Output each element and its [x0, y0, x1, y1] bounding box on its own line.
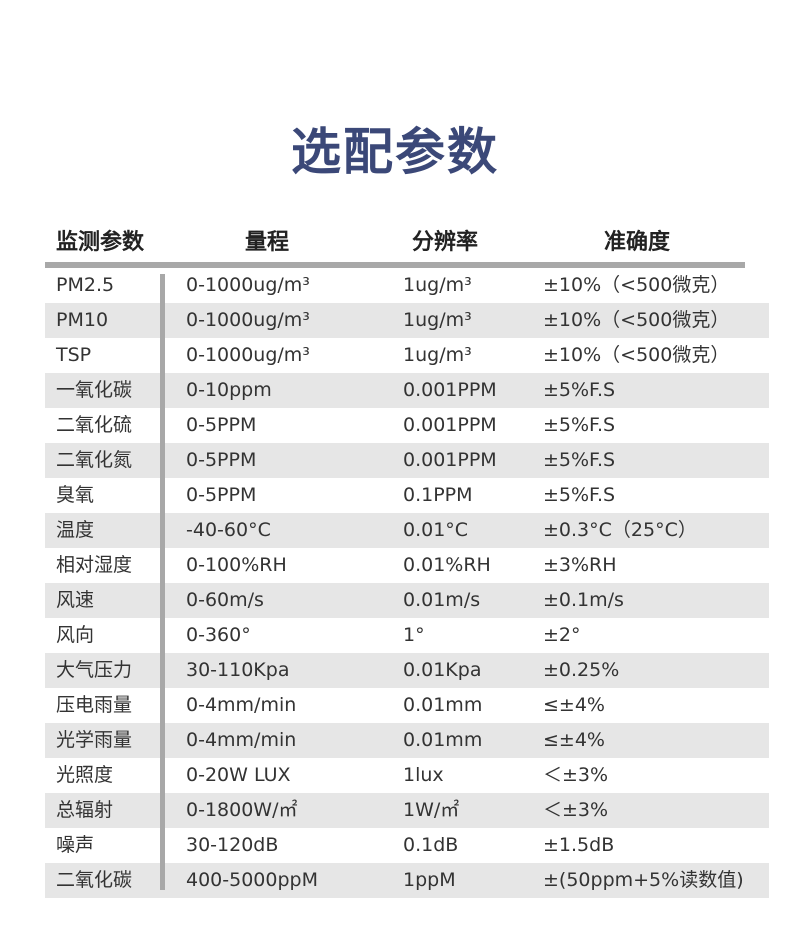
cell-parameter: TSP [56, 344, 92, 366]
cell-accuracy: ＜±3% [543, 799, 609, 821]
page-title: 选配参数 [291, 123, 499, 181]
table-row: TSP 0-1000ug/m³ 1ug/m³ ±10%（<500微克） [45, 338, 769, 373]
cell-range: 0-1000ug/m³ [186, 309, 310, 331]
table-row: 风向 0-360° 1° ±2° [45, 618, 769, 653]
cell-accuracy: ±10%（<500微克） [543, 309, 730, 331]
cell-range: 0-60m/s [186, 589, 264, 611]
cell-resolution: 1° [403, 624, 425, 646]
table-row: 二氧化碳 400-5000ppM 1ppM ±(50ppm+5%读数值) [45, 863, 769, 898]
cell-range: 0-360° [186, 624, 251, 646]
header-range: 量程 [245, 230, 290, 255]
cell-resolution: 0.01mm [403, 729, 483, 751]
table-row: 一氧化碳 0-10ppm 0.001PPM ±5%F.S [45, 373, 769, 408]
cell-resolution: 0.01Kpa [403, 659, 482, 681]
cell-range: 30-120dB [186, 834, 279, 856]
cell-resolution: 1ug/m³ [403, 274, 472, 296]
cell-accuracy: ±10%（<500微克） [543, 274, 730, 296]
cell-resolution: 0.001PPM [403, 449, 497, 471]
table-row: 总辐射 0-1800W/㎡ 1W/㎡ ＜±3% [45, 793, 769, 828]
cell-accuracy: ±1.5dB [543, 834, 615, 856]
cell-range: 0-5PPM [186, 414, 257, 436]
cell-resolution: 1ppM [403, 869, 456, 891]
header-resolution: 分辨率 [412, 230, 479, 255]
table-row: 压电雨量 0-4mm/min 0.01mm ≤±4% [45, 688, 769, 723]
cell-range: 0-1800W/㎡ [186, 799, 298, 821]
cell-resolution: 1W/㎡ [403, 799, 460, 821]
cell-range: 0-5PPM [186, 484, 257, 506]
cell-parameter: 光照度 [56, 764, 114, 786]
cell-accuracy: ±5%F.S [543, 449, 616, 471]
cell-resolution: 0.01m/s [403, 589, 481, 611]
cell-parameter: 大气压力 [56, 659, 133, 681]
cell-accuracy: ±0.3°C（25°C） [543, 519, 697, 541]
cell-range: 0-4mm/min [186, 729, 297, 751]
cell-accuracy: ＜±3% [543, 764, 609, 786]
header-divider [45, 262, 745, 268]
cell-accuracy: ±5%F.S [543, 414, 616, 436]
cell-range: 0-100%RH [186, 554, 287, 576]
cell-parameter: PM2.5 [56, 274, 115, 296]
cell-range: 0-1000ug/m³ [186, 274, 310, 296]
cell-parameter: 光学雨量 [56, 729, 133, 751]
cell-parameter: 风速 [56, 589, 95, 611]
cell-range: -40-60°C [186, 519, 271, 541]
cell-range: 400-5000ppM [186, 869, 318, 891]
cell-accuracy: ±5%F.S [543, 379, 616, 401]
cell-parameter: 二氧化硫 [56, 414, 133, 436]
table-row: 大气压力 30-110Kpa 0.01Kpa ±0.25% [45, 653, 769, 688]
cell-accuracy: ≤±4% [543, 729, 605, 751]
cell-resolution: 0.01mm [403, 694, 483, 716]
cell-range: 0-1000ug/m³ [186, 344, 310, 366]
cell-parameter: 噪声 [56, 834, 95, 856]
cell-accuracy: ±10%（<500微克） [543, 344, 730, 366]
cell-range: 0-10ppm [186, 379, 272, 401]
table-row: PM2.5 0-1000ug/m³ 1ug/m³ ±10%（<500微克） [45, 268, 769, 303]
cell-accuracy: ±3%RH [543, 554, 617, 576]
cell-range: 30-110Kpa [186, 659, 290, 681]
cell-parameter: 臭氧 [56, 484, 95, 506]
spec-table: PM2.5 0-1000ug/m³ 1ug/m³ ±10%（<500微克） PM10 0-… [45, 268, 769, 898]
cell-parameter: 二氧化氮 [56, 449, 133, 471]
table-row: PM10 0-1000ug/m³ 1ug/m³ ±10%（<500微克） [45, 303, 769, 338]
table-row: 噪声 30-120dB 0.1dB ±1.5dB [45, 828, 769, 863]
cell-accuracy: ±5%F.S [543, 484, 616, 506]
cell-range: 0-5PPM [186, 449, 257, 471]
cell-resolution: 0.01°C [403, 519, 469, 541]
table-row: 臭氧 0-5PPM 0.1PPM ±5%F.S [45, 478, 769, 513]
cell-parameter: 一氧化碳 [56, 379, 133, 401]
cell-parameter: 二氧化碳 [56, 869, 133, 891]
cell-parameter: 总辐射 [56, 799, 114, 821]
cell-resolution: 0.001PPM [403, 379, 497, 401]
cell-resolution: 1ug/m³ [403, 309, 472, 331]
cell-accuracy: ±2° [543, 624, 581, 646]
cell-resolution: 0.01%RH [403, 554, 491, 576]
header-accuracy: 准确度 [604, 230, 671, 255]
cell-parameter: 温度 [56, 519, 95, 541]
cell-accuracy: ±0.25% [543, 659, 620, 681]
cell-accuracy: ±(50ppm+5%读数值) [543, 869, 744, 891]
cell-range: 0-4mm/min [186, 694, 297, 716]
table-row: 风速 0-60m/s 0.01m/s ±0.1m/s [45, 583, 769, 618]
cell-resolution: 0.1dB [403, 834, 459, 856]
cell-resolution: 0.001PPM [403, 414, 497, 436]
table-row: 光照度 0-20W LUX 1lux ＜±3% [45, 758, 769, 793]
cell-parameter: 压电雨量 [56, 694, 133, 716]
cell-resolution: 0.1PPM [403, 484, 473, 506]
cell-resolution: 1ug/m³ [403, 344, 472, 366]
cell-parameter: PM10 [56, 309, 109, 331]
table-row: 二氧化硫 0-5PPM 0.001PPM ±5%F.S [45, 408, 769, 443]
header-parameter: 监测参数 [56, 230, 145, 255]
cell-accuracy: ≤±4% [543, 694, 605, 716]
cell-parameter: 风向 [56, 624, 95, 646]
table-row: 温度 -40-60°C 0.01°C ±0.3°C（25°C） [45, 513, 769, 548]
table-row: 相对湿度 0-100%RH 0.01%RH ±3%RH [45, 548, 769, 583]
table-row: 光学雨量 0-4mm/min 0.01mm ≤±4% [45, 723, 769, 758]
cell-range: 0-20W LUX [186, 764, 291, 786]
cell-resolution: 1lux [403, 764, 444, 786]
table-row: 二氧化氮 0-5PPM 0.001PPM ±5%F.S [45, 443, 769, 478]
cell-parameter: 相对湿度 [56, 554, 133, 576]
column-divider [160, 274, 165, 890]
cell-accuracy: ±0.1m/s [543, 589, 624, 611]
